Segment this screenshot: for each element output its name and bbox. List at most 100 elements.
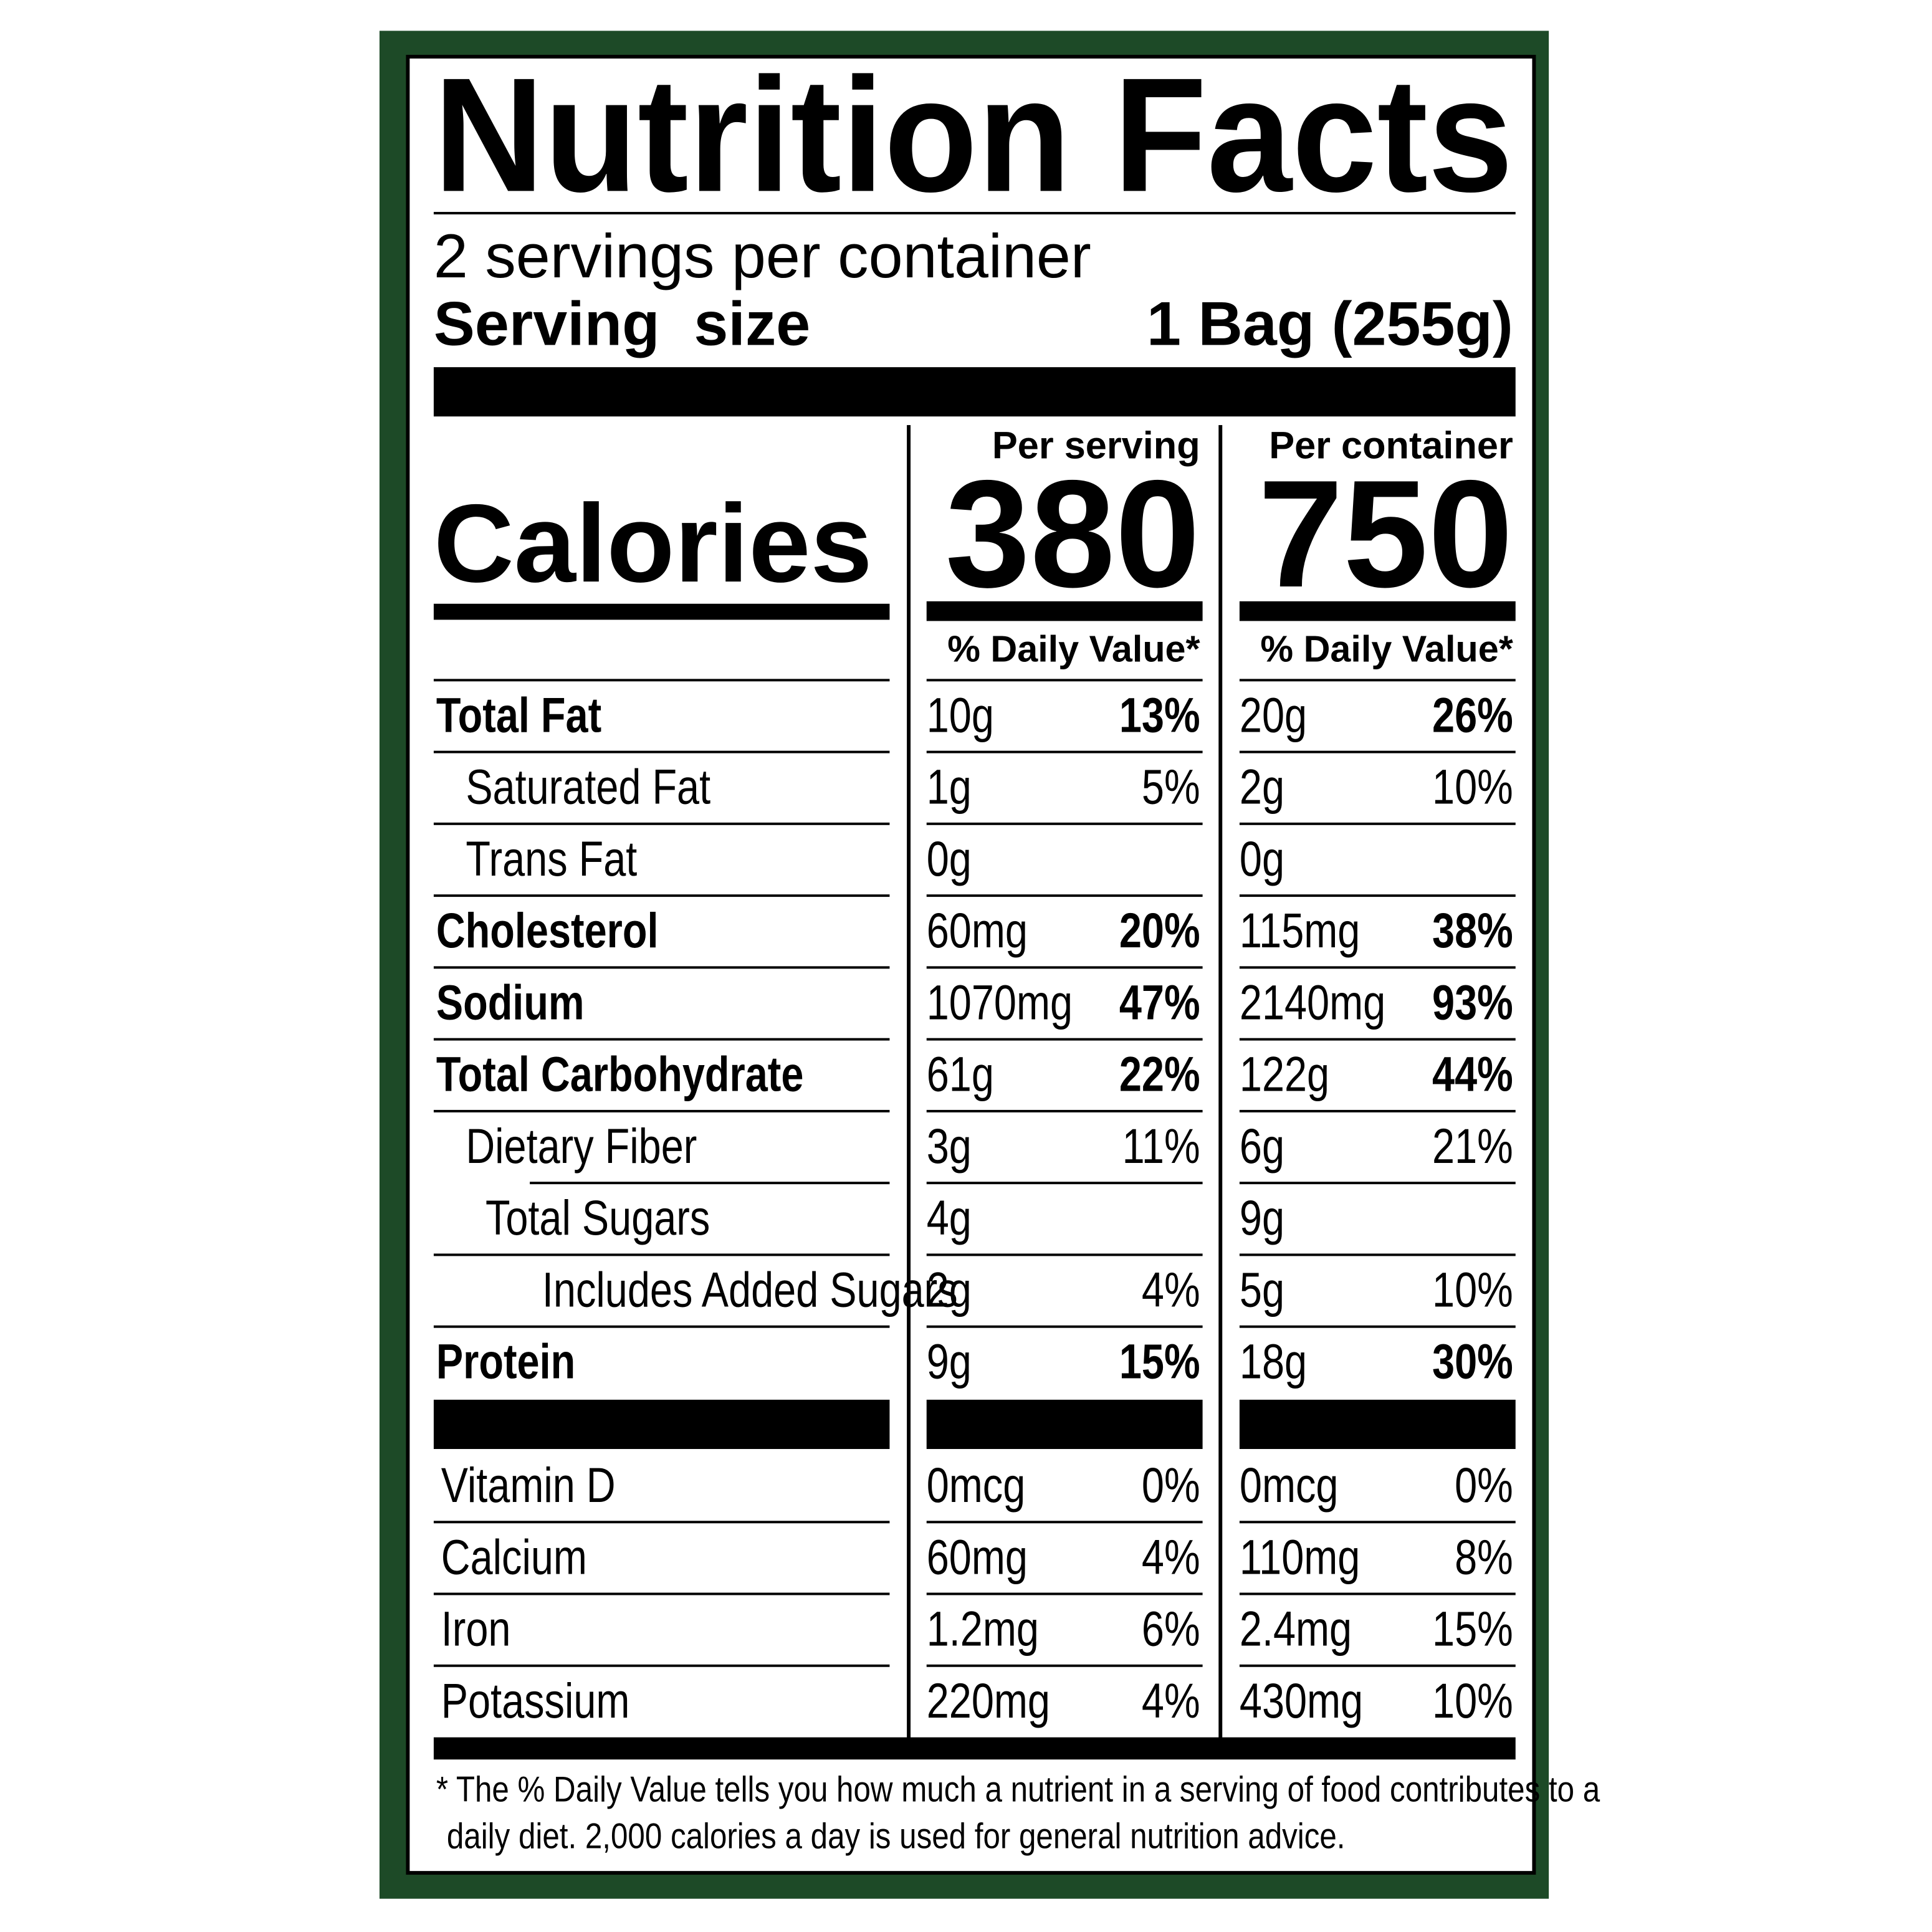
row-rule [1239, 1664, 1516, 1667]
daily-value: 11% [1122, 1119, 1200, 1174]
column-heading: Per container [1269, 424, 1513, 466]
bar [433, 1399, 890, 1449]
bar [433, 1737, 1516, 1760]
daily-value: 93% [1432, 975, 1513, 1030]
amount: 61g [927, 1048, 994, 1102]
row-rule [433, 1253, 890, 1256]
nutrient-name: Protein [436, 1335, 575, 1389]
bar [1239, 1399, 1516, 1449]
amount: 2g [927, 1263, 972, 1317]
row-rule [926, 1182, 1203, 1185]
row-rule [433, 966, 890, 969]
daily-value-heading: % Daily Value* [1260, 628, 1513, 670]
daily-value: 6% [1142, 1602, 1200, 1657]
nutrient-name: Dietary Fiber [466, 1119, 697, 1174]
column-divider [907, 425, 911, 1739]
row-rule [926, 1109, 1203, 1112]
row-rule [926, 1325, 1203, 1328]
daily-value: 44% [1432, 1048, 1513, 1102]
column-heading: Per serving [992, 424, 1200, 466]
serving-size-label: Serving size [434, 290, 810, 358]
row-rule [433, 1325, 890, 1328]
row-rule [433, 1038, 890, 1041]
row-rule [1239, 1253, 1516, 1256]
amount: 3g [927, 1119, 972, 1174]
row-rule [926, 1592, 1203, 1595]
row-rule [926, 1664, 1203, 1667]
daily-value: 38% [1432, 904, 1513, 958]
amount: 122g [1240, 1048, 1329, 1102]
rule [433, 212, 1516, 215]
daily-value: 8% [1455, 1530, 1513, 1584]
daily-value: 30% [1432, 1335, 1513, 1389]
daily-value: 13% [1119, 688, 1200, 742]
daily-value: 15% [1432, 1602, 1513, 1657]
thick-bar [433, 367, 1516, 417]
amount: 60mg [927, 1530, 1028, 1584]
bar [926, 601, 1203, 621]
row-rule [1239, 1038, 1516, 1041]
daily-value: 0% [1142, 1458, 1200, 1513]
row-rule [926, 822, 1203, 825]
nutrient-name: Sodium [436, 975, 585, 1030]
amount: 1g [927, 760, 972, 815]
footnote: * The % Daily Value tells you how much a… [436, 1770, 1600, 1809]
calories-value: 750 [1258, 448, 1513, 619]
bar [926, 1399, 1203, 1449]
daily-value: 22% [1119, 1048, 1200, 1102]
amount: 0mcg [927, 1458, 1026, 1513]
row-rule [433, 750, 890, 753]
nutrient-name: Total Carbohydrate [436, 1048, 804, 1102]
nutrient-name: Total Sugars [485, 1191, 710, 1245]
calories-value: 380 [945, 448, 1200, 619]
amount: 9g [1240, 1191, 1284, 1245]
amount: 115mg [1240, 904, 1360, 958]
footnote: daily diet. 2,000 calories a day is used… [447, 1817, 1346, 1856]
row-rule [433, 894, 890, 897]
nutrient-name: Calcium [441, 1530, 587, 1584]
row-rule [433, 1521, 890, 1524]
daily-value: 10% [1432, 1674, 1513, 1728]
amount: 110mg [1240, 1530, 1360, 1584]
nutrient-name: Total Fat [436, 688, 601, 742]
nutrient-name: Iron [441, 1602, 511, 1657]
amount: 6g [1240, 1119, 1284, 1174]
daily-value: 47% [1119, 975, 1200, 1030]
row-rule [926, 679, 1203, 682]
amount: 1070mg [927, 975, 1073, 1030]
amount: 9g [927, 1335, 972, 1389]
row-rule [433, 1664, 890, 1667]
row-rule [1239, 1109, 1516, 1112]
amount: 2.4mg [1240, 1602, 1352, 1657]
daily-value: 26% [1432, 688, 1513, 742]
row-rule [926, 750, 1203, 753]
daily-value-heading: % Daily Value* [947, 628, 1200, 670]
row-rule [433, 822, 890, 825]
calories-label: Calories [434, 481, 873, 605]
amount: 60mg [927, 904, 1028, 958]
daily-value: 15% [1119, 1335, 1200, 1389]
bar [1239, 601, 1516, 621]
row-rule [1239, 750, 1516, 753]
row-rule [433, 1592, 890, 1595]
amount: 5g [1240, 1263, 1284, 1317]
nutrient-name: Potassium [441, 1674, 630, 1728]
amount: 0mcg [1240, 1458, 1339, 1513]
amount: 4g [927, 1191, 972, 1245]
column-divider [1218, 425, 1223, 1739]
nutrient-name: Includes Added Sugars [542, 1263, 958, 1317]
row-rule [1239, 1325, 1516, 1328]
row-rule [1239, 966, 1516, 969]
amount: 0g [1240, 832, 1284, 886]
daily-value: 20% [1119, 904, 1200, 958]
amount: 2140mg [1240, 975, 1385, 1030]
amount: 10g [927, 688, 994, 742]
serving-size-value: 1 Bag (255g) [1147, 290, 1513, 358]
amount: 430mg [1240, 1674, 1363, 1728]
amount: 18g [1240, 1335, 1307, 1389]
servings: 2 servings per container [434, 222, 1091, 290]
nutrient-name: Cholesterol [436, 904, 659, 958]
amount: 0g [927, 832, 972, 886]
